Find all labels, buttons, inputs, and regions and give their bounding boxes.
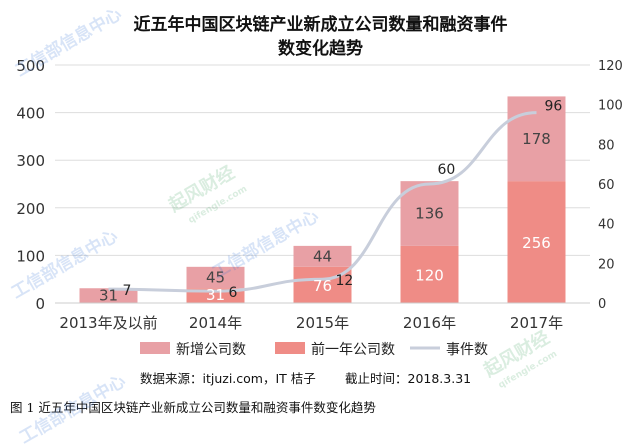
y-left-tick-label: 0	[35, 295, 45, 313]
bar-prev-year-label: 31	[206, 286, 225, 304]
x-tick-label: 2013年及以前	[59, 314, 157, 332]
y-right-tick-label: 80	[598, 138, 615, 153]
bar-prev-year	[507, 181, 566, 303]
y-right-tick-label: 0	[598, 297, 606, 312]
y-right-tick-label: 120	[598, 59, 623, 74]
bar-new-companies-label: 178	[522, 130, 551, 148]
bar-new-companies	[507, 96, 566, 182]
chart-title-line-2: 数变化趋势	[278, 39, 363, 59]
events-data-label: 7	[123, 283, 132, 299]
x-tick-label: 2016年	[403, 314, 456, 332]
bar-new-companies	[293, 245, 352, 267]
y-right-tick-label: 60	[598, 178, 615, 193]
chart-title-line-1: 近五年中国区块链产业新成立公司数量和融资事件	[133, 15, 508, 35]
x-tick-label: 2014年	[189, 314, 242, 332]
bar-new-companies-label: 31	[99, 287, 118, 305]
bar-new-companies	[79, 288, 138, 303]
bar-prev-year-label: 256	[522, 234, 551, 252]
bar-new-companies	[400, 181, 459, 246]
y-left-tick-label: 300	[16, 152, 45, 170]
y-right-tick-label: 40	[598, 218, 615, 233]
bar-new-companies	[186, 266, 245, 289]
x-tick-label: 2017年	[510, 314, 563, 332]
legend-swatch	[275, 342, 305, 354]
bar-new-companies-label: 44	[313, 247, 332, 265]
bar-prev-year-label: 76	[313, 277, 332, 295]
bar-new-companies-label: 45	[206, 269, 225, 287]
legend-label: 前一年公司数	[311, 341, 395, 358]
x-tick-label: 2015年	[296, 314, 349, 332]
events-data-label: 12	[336, 273, 354, 289]
cutoff-date: 截止时间：2018.3.31	[345, 371, 472, 386]
events-data-label: 60	[438, 162, 456, 178]
events-line	[108, 111, 537, 293]
y-right-tick-label: 100	[598, 99, 623, 114]
y-right-tick-label: 20	[598, 257, 615, 272]
bar-prev-year	[400, 245, 459, 303]
bar-new-companies-label: 136	[415, 205, 444, 223]
legend-label: 新增公司数	[176, 342, 246, 358]
y-left-tick-label: 500	[16, 57, 45, 75]
bar-prev-year-label: 120	[415, 266, 444, 284]
legend-label: 事件数	[446, 342, 488, 358]
y-left-tick-label: 200	[16, 200, 45, 218]
y-left-tick-label: 400	[16, 105, 45, 123]
events-data-label: 96	[545, 99, 563, 115]
figure-caption: 图 1 近五年中国区块链产业新成立公司数量和融资事件数变化趋势	[10, 400, 376, 415]
data-source: 数据来源：itjuzi.com，IT 桔子	[140, 371, 316, 386]
y-left-tick-label: 100	[16, 247, 45, 265]
legend-swatch	[140, 342, 170, 354]
events-data-label: 6	[229, 285, 238, 301]
